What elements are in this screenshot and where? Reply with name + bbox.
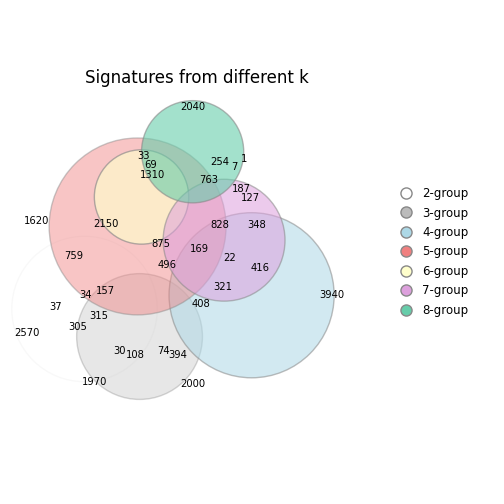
Text: 1970: 1970 xyxy=(82,376,107,387)
Text: 305: 305 xyxy=(69,322,87,332)
Text: 408: 408 xyxy=(192,299,211,309)
Text: 2570: 2570 xyxy=(14,328,39,338)
Text: 321: 321 xyxy=(213,282,232,292)
Text: 416: 416 xyxy=(251,263,270,273)
Circle shape xyxy=(12,236,157,382)
Text: 169: 169 xyxy=(190,244,209,254)
Text: 74: 74 xyxy=(157,346,169,356)
Text: 33: 33 xyxy=(137,151,150,161)
Text: 30: 30 xyxy=(113,346,126,356)
Text: 763: 763 xyxy=(200,175,219,185)
Text: 348: 348 xyxy=(247,220,266,230)
Text: 828: 828 xyxy=(210,220,229,230)
Text: 1620: 1620 xyxy=(24,216,49,226)
Text: 2150: 2150 xyxy=(93,219,119,229)
Text: 254: 254 xyxy=(210,157,229,167)
Text: 108: 108 xyxy=(126,350,145,360)
Text: 394: 394 xyxy=(168,350,187,360)
Text: 875: 875 xyxy=(151,239,170,249)
Circle shape xyxy=(77,274,203,399)
Circle shape xyxy=(94,150,188,244)
Text: 37: 37 xyxy=(49,302,62,312)
Text: 187: 187 xyxy=(232,184,251,194)
Text: 22: 22 xyxy=(223,254,236,263)
Text: 759: 759 xyxy=(65,251,84,261)
Text: 7: 7 xyxy=(231,162,237,172)
Text: 69: 69 xyxy=(144,160,157,170)
Text: 157: 157 xyxy=(96,286,115,296)
Text: 1: 1 xyxy=(241,154,247,164)
Circle shape xyxy=(163,179,285,301)
Text: 2000: 2000 xyxy=(180,379,205,389)
Text: 2040: 2040 xyxy=(180,101,205,111)
Text: 315: 315 xyxy=(89,311,108,322)
Text: 496: 496 xyxy=(158,260,176,270)
Text: 127: 127 xyxy=(241,193,261,203)
Text: 34: 34 xyxy=(80,290,92,300)
Circle shape xyxy=(169,213,334,378)
Text: 1310: 1310 xyxy=(140,170,165,180)
Legend: 2-group, 3-group, 4-group, 5-group, 6-group, 7-group, 8-group: 2-group, 3-group, 4-group, 5-group, 6-gr… xyxy=(394,187,469,317)
Circle shape xyxy=(49,138,226,315)
Circle shape xyxy=(142,101,244,203)
Text: Signatures from different k: Signatures from different k xyxy=(85,69,308,87)
Text: 3940: 3940 xyxy=(320,290,345,300)
